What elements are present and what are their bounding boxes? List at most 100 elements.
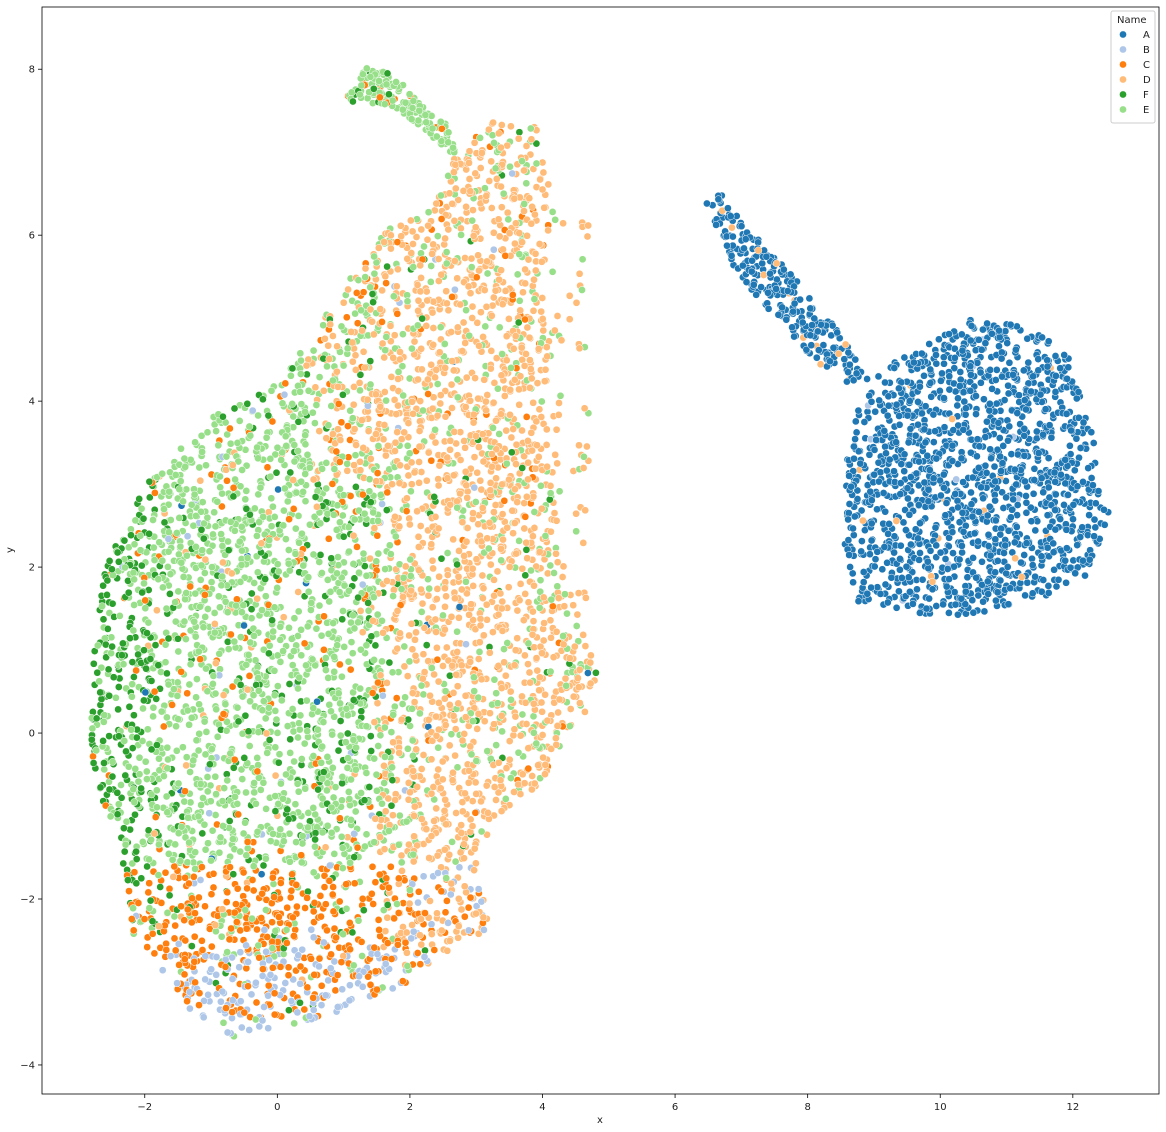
data-point-A (902, 526, 910, 534)
data-point-E (283, 497, 292, 506)
data-point-D (399, 593, 407, 601)
data-point-E (344, 657, 353, 666)
data-point-D (504, 583, 513, 592)
data-point-D (544, 180, 553, 189)
data-point-C (268, 918, 276, 927)
data-point-D (516, 790, 525, 798)
data-point-F (127, 531, 135, 540)
data-point-D (482, 600, 491, 609)
data-point-E (170, 912, 179, 921)
data-point-D (395, 479, 404, 488)
data-point-E (171, 598, 180, 607)
data-point-E (332, 526, 341, 534)
data-point-C (352, 289, 361, 297)
data-point-E (191, 865, 199, 873)
data-point-E (296, 711, 305, 720)
data-point-E (171, 840, 180, 849)
data-point-E (159, 583, 167, 592)
data-point-D (525, 333, 534, 342)
data-point-B (427, 920, 436, 929)
data-point-E (288, 661, 297, 669)
data-point-D (427, 930, 436, 938)
data-point-E (291, 524, 300, 533)
data-point-D (434, 481, 443, 490)
data-point-D (566, 705, 575, 713)
data-point-A (1090, 515, 1099, 524)
data-point-A (923, 451, 932, 460)
data-point-E (214, 441, 223, 450)
data-point-D (516, 306, 525, 315)
data-point-A (981, 461, 990, 470)
data-point-C (228, 1008, 237, 1016)
data-point-E (431, 425, 439, 434)
data-point-D (552, 549, 560, 558)
data-point-E (136, 531, 145, 540)
data-point-E (437, 191, 445, 200)
data-point-D (448, 404, 456, 412)
data-point-D (394, 401, 402, 410)
data-point-D (487, 157, 496, 166)
data-point-D (841, 340, 850, 349)
data-point-D (490, 508, 498, 516)
data-point-E (233, 703, 242, 712)
data-point-D (458, 736, 467, 745)
data-point-A (916, 609, 924, 617)
data-point-C (398, 977, 407, 985)
data-point-E (323, 576, 332, 584)
data-point-C (437, 887, 446, 896)
data-point-E (149, 703, 158, 712)
data-point-C (132, 666, 140, 675)
data-point-D (451, 725, 460, 733)
data-point-E (327, 828, 336, 837)
data-point-A (1073, 541, 1082, 549)
data-point-C (310, 970, 319, 979)
data-point-C (369, 900, 378, 908)
data-point-D (443, 946, 452, 955)
data-point-E (174, 647, 183, 656)
data-point-B (477, 897, 486, 906)
data-point-E (231, 793, 239, 801)
data-point-E (276, 636, 285, 644)
data-point-D (540, 377, 549, 386)
data-point-F (515, 128, 524, 137)
data-point-A (848, 569, 857, 578)
data-point-F (592, 668, 600, 677)
data-point-F (422, 641, 431, 649)
data-point-E (400, 642, 409, 651)
data-point-E (190, 490, 199, 499)
data-point-D (468, 797, 477, 805)
data-point-E (356, 386, 364, 395)
data-point-F (338, 615, 347, 624)
data-point-A (904, 494, 912, 503)
data-point-A (752, 290, 761, 299)
data-point-D (559, 219, 567, 228)
data-point-F (128, 744, 137, 752)
data-point-A (980, 395, 988, 404)
data-point-A (935, 335, 943, 344)
data-point-E (311, 842, 319, 851)
data-point-C (337, 418, 346, 427)
data-point-D (541, 365, 550, 374)
data-point-A (977, 378, 985, 387)
data-point-B (326, 964, 335, 973)
data-point-D (500, 392, 509, 400)
data-point-D (513, 634, 522, 643)
data-point-C (303, 894, 311, 902)
data-point-A (849, 524, 857, 533)
data-point-E (289, 412, 298, 421)
data-point-A (939, 353, 948, 362)
data-point-D (576, 699, 584, 707)
data-point-E (326, 587, 335, 596)
data-point-D (434, 475, 443, 483)
data-point-E (269, 502, 277, 511)
data-point-D (406, 788, 414, 797)
data-point-F (122, 747, 130, 756)
data-point-D (415, 478, 423, 487)
data-point-F (137, 784, 145, 793)
data-point-F (130, 673, 138, 681)
data-point-D (218, 905, 227, 914)
data-point-C (471, 808, 480, 817)
data-point-E (343, 764, 352, 772)
data-point-E (191, 632, 200, 641)
data-point-D (547, 633, 555, 642)
